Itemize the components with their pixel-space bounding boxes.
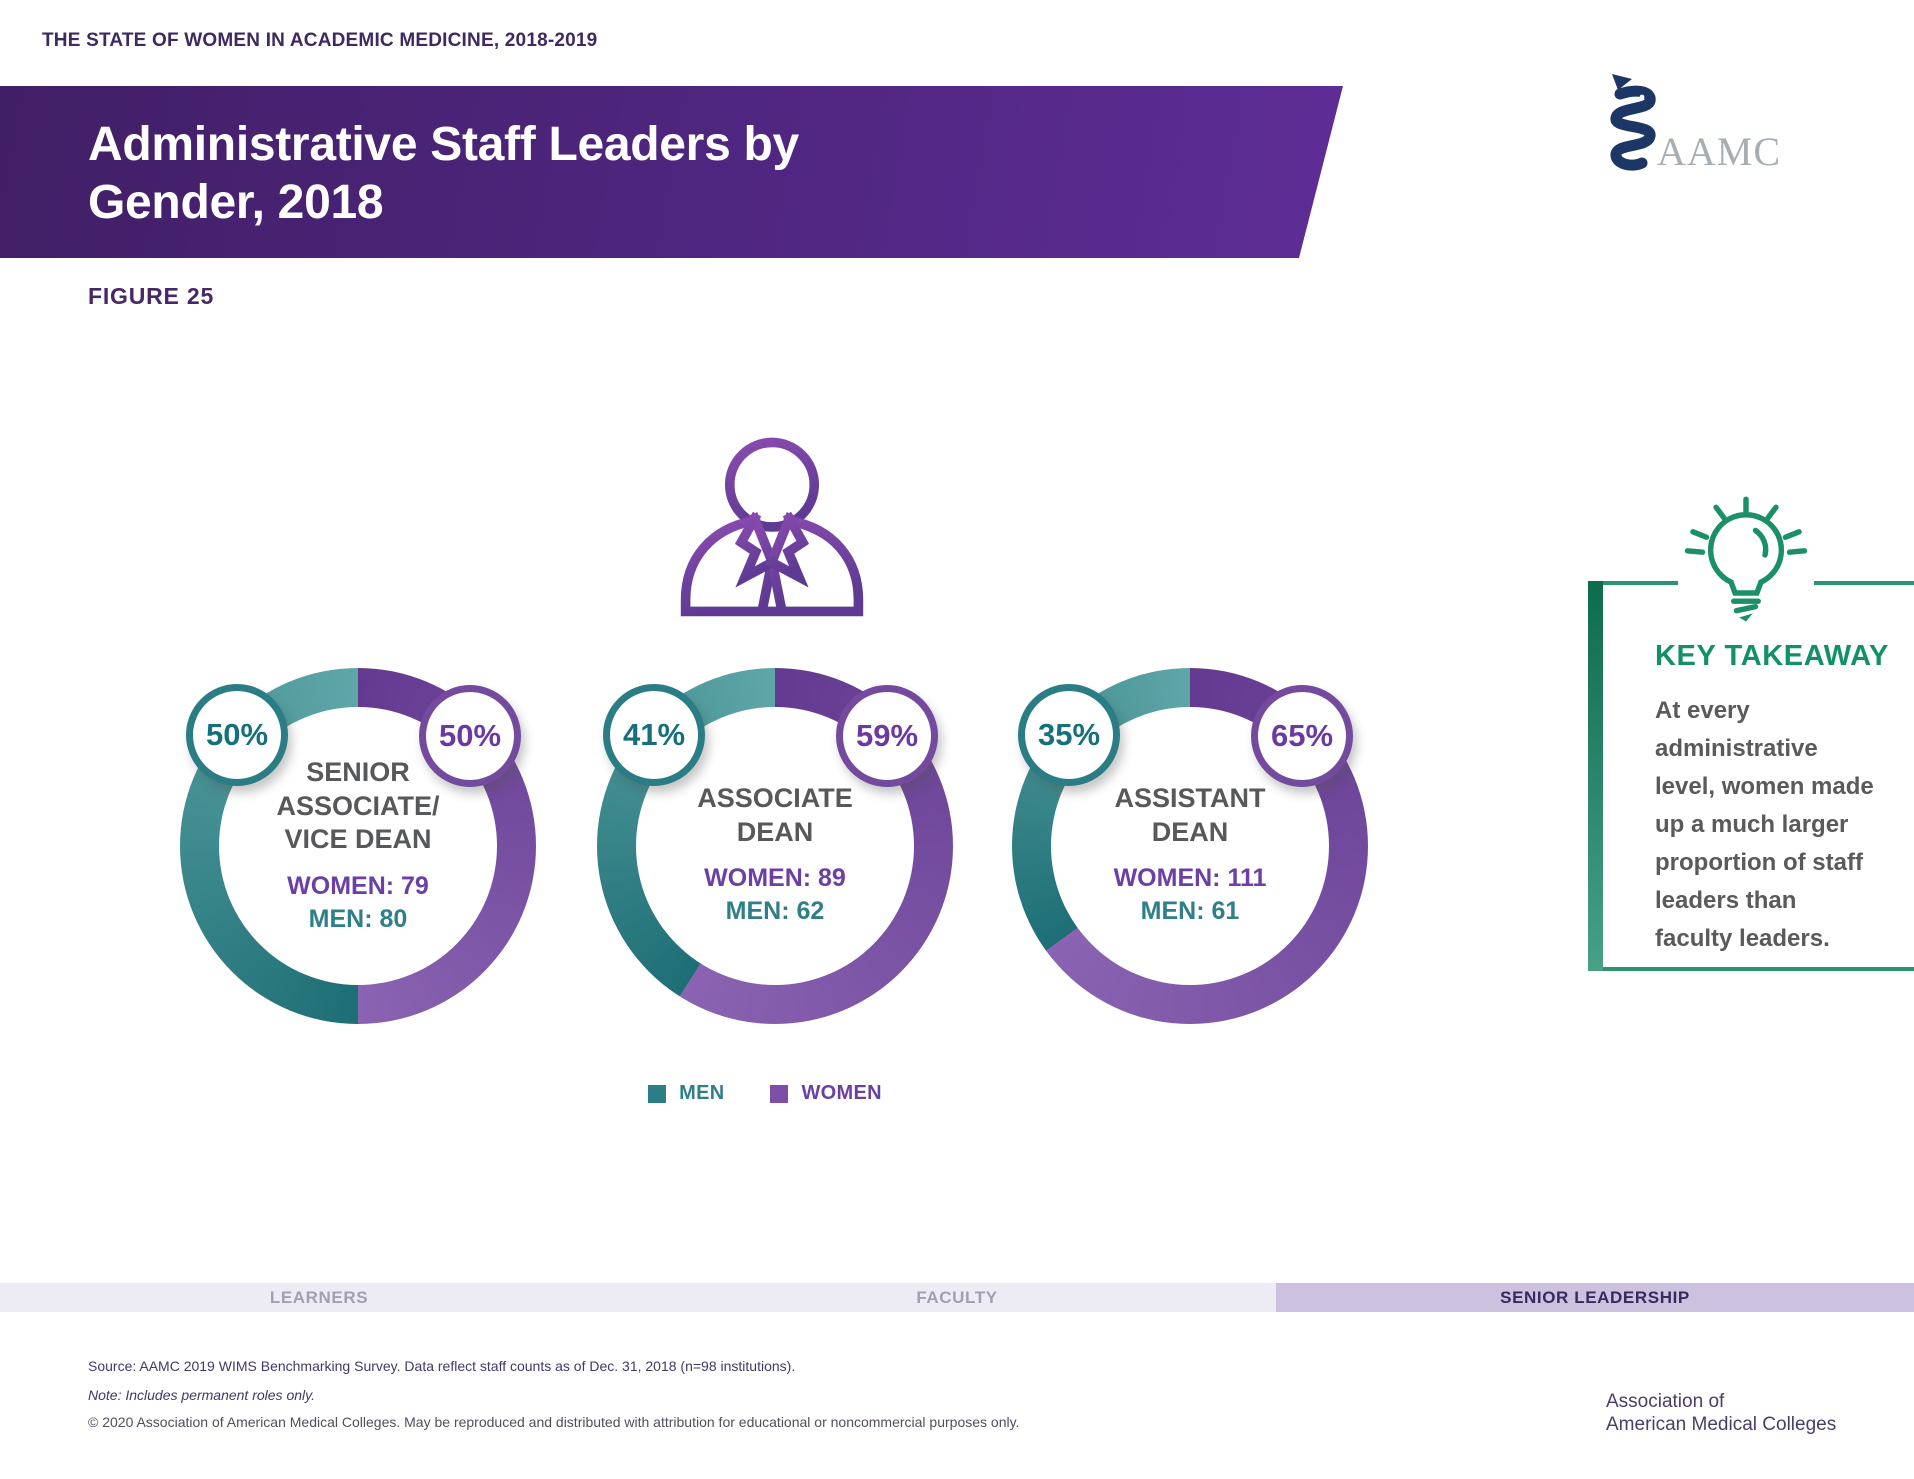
women-percent-badge: 50% xyxy=(419,685,521,787)
takeaway-heading: KEY TAKEAWAY xyxy=(1655,640,1889,672)
women-count-label: WOMEN: 89 xyxy=(704,864,846,893)
legend-label-men: MEN xyxy=(679,1082,725,1104)
donut-title: ASSOCIATE DEAN xyxy=(697,782,853,847)
women-percent-badge: 59% xyxy=(836,685,938,787)
men-count-label: MEN: 61 xyxy=(1140,897,1240,926)
legend-item-women: WOMEN xyxy=(770,1082,882,1105)
women-count-label: WOMEN: 79 xyxy=(287,872,429,901)
legend-item-men: MEN xyxy=(648,1082,724,1105)
takeaway-body: At every administrative level, women mad… xyxy=(1655,697,1874,952)
page-title: Administrative Staff Leaders by Gender, … xyxy=(88,118,799,229)
tab-senior-leadership[interactable]: SENIOR LEADERSHIP xyxy=(1276,1283,1914,1312)
tab-learners[interactable]: LEARNERS xyxy=(0,1283,638,1312)
aamc-caduceus-icon xyxy=(1610,74,1656,171)
men-percent-badge: 50% xyxy=(186,684,288,786)
donut-title: ASSISTANT DEAN xyxy=(1114,782,1266,847)
takeaway-left-bar xyxy=(1588,581,1603,971)
lightbulb-icon xyxy=(1678,495,1814,623)
men-percent-badge: 35% xyxy=(1018,684,1120,786)
aamc-footer-wordmark: Association of American Medical Colleges xyxy=(1606,1391,1837,1435)
copyright: © 2020 Association of American Medical C… xyxy=(88,1414,1020,1430)
women-count-label: WOMEN: 111 xyxy=(1113,864,1267,893)
legend: MEN WOMEN xyxy=(560,1082,970,1105)
women-percent-badge: 65% xyxy=(1251,685,1353,787)
donut-title: SENIOR ASSOCIATE/ VICE DEAN xyxy=(276,756,440,855)
figure-label: FIGURE 25 xyxy=(88,283,215,309)
men-swatch-icon xyxy=(648,1084,667,1103)
person-icon xyxy=(676,434,868,623)
women-swatch-icon xyxy=(770,1084,789,1103)
title-banner: Administrative Staff Leaders by Gender, … xyxy=(0,86,1343,258)
men-count-label: MEN: 62 xyxy=(725,897,825,926)
tab-faculty[interactable]: FACULTY xyxy=(638,1283,1276,1312)
footnote: Note: Includes permanent roles only. xyxy=(88,1387,315,1403)
aamc-logo xyxy=(1598,74,1828,178)
aamc-wordmark: AAMC xyxy=(1657,129,1782,174)
donut-assistant-dean: ASSISTANT DEAN WOMEN: 111 MEN: 61 35% 65… xyxy=(1012,668,1368,1024)
donut-senior-associate-vice-dean: SENIOR ASSOCIATE/ VICE DEAN WOMEN: 79 ME… xyxy=(180,668,536,1024)
report-eyebrow: THE STATE OF WOMEN IN ACADEMIC MEDICINE,… xyxy=(42,30,598,51)
source-note: Source: AAMC 2019 WIMS Benchmarking Surv… xyxy=(88,1358,796,1374)
men-percent-badge: 41% xyxy=(603,684,705,786)
legend-label-women: WOMEN xyxy=(801,1082,882,1104)
men-count-label: MEN: 80 xyxy=(308,905,408,934)
donut-associate-dean: ASSOCIATE DEAN WOMEN: 89 MEN: 62 41% 59% xyxy=(597,668,953,1024)
takeaway-bottom-border xyxy=(1603,967,1914,971)
